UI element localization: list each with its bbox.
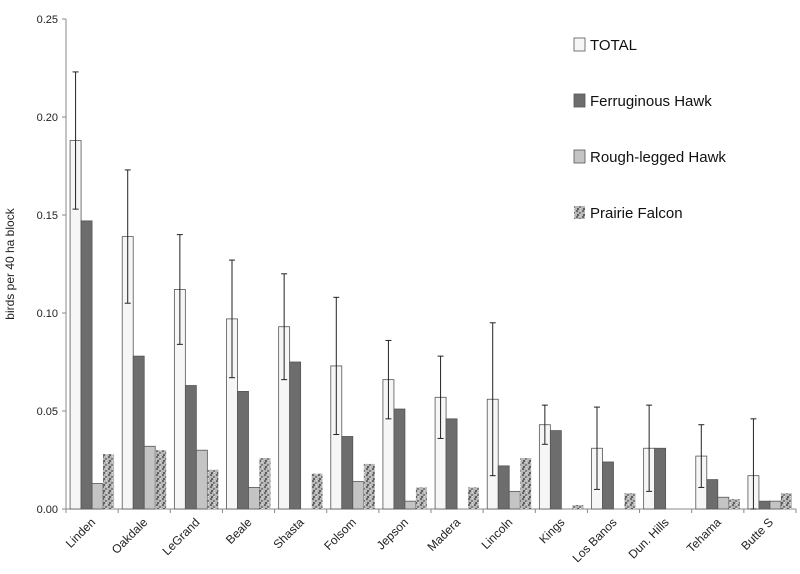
bar-ferruginous-hawk bbox=[393, 408, 406, 510]
error-bars bbox=[72, 71, 757, 510]
category-label: LeGrand bbox=[160, 515, 203, 558]
bar-ferruginous-hawk bbox=[497, 465, 510, 510]
legend-swatch bbox=[573, 93, 586, 108]
bar-rough-legged-hawk bbox=[195, 449, 208, 510]
bar-prairie-falcon bbox=[415, 487, 427, 509]
y-tick-label: 0.20 bbox=[37, 112, 58, 124]
y-axis-title: birds per 40 ha block bbox=[3, 207, 17, 319]
legend-label: Rough-legged Hawk bbox=[590, 149, 726, 166]
category-label: Beale bbox=[223, 515, 255, 547]
bar-prairie-falcon bbox=[207, 469, 219, 509]
bar-ferruginous-hawk bbox=[80, 220, 93, 510]
legend-swatch bbox=[574, 206, 585, 219]
category-label: Folsom bbox=[321, 515, 359, 553]
bar-prairie-falcon bbox=[468, 487, 480, 509]
legend-label: Prairie Falcon bbox=[590, 205, 683, 222]
y-tick-label: 0.15 bbox=[37, 210, 58, 222]
bar-prairie-falcon bbox=[311, 473, 323, 509]
bar-prairie-falcon bbox=[624, 493, 636, 509]
category-label: Lincoln bbox=[479, 515, 516, 552]
bar-ferruginous-hawk bbox=[758, 500, 771, 510]
category-label: Shasta bbox=[270, 515, 307, 552]
category-label: Tehama bbox=[684, 515, 724, 555]
bar-rough-legged-hawk bbox=[508, 490, 521, 510]
bar-ferruginous-hawk bbox=[602, 461, 614, 510]
bar-ferruginous-hawk bbox=[237, 390, 249, 510]
bar-rough-legged-hawk bbox=[143, 445, 156, 510]
category-label: Kings bbox=[536, 515, 567, 546]
bar-ferruginous-hawk bbox=[706, 479, 719, 510]
bar-ferruginous-hawk bbox=[184, 385, 197, 510]
y-tick-label: 0.25 bbox=[37, 14, 58, 26]
bar-prairie-falcon bbox=[103, 454, 115, 509]
legend-label: TOTAL bbox=[590, 37, 637, 54]
bar-prairie-falcon bbox=[155, 450, 167, 509]
bar-rough-legged-hawk bbox=[404, 500, 417, 510]
y-tick-label: 0.00 bbox=[37, 504, 58, 516]
bar-rough-legged-hawk bbox=[352, 481, 365, 510]
bar-prairie-falcon bbox=[363, 463, 375, 509]
legend-swatch bbox=[573, 149, 586, 164]
category-label: Los Banos bbox=[570, 515, 620, 565]
legend: TOTAL Ferruginous Hawk Rough-legged Hawk Pr… bbox=[573, 37, 726, 222]
legend-label: Ferruginous Hawk bbox=[590, 93, 712, 110]
bar-prairie-falcon bbox=[780, 493, 792, 509]
y-tick-label: 0.10 bbox=[37, 308, 58, 320]
category-label: Butte S bbox=[738, 515, 776, 553]
bar-prairie-falcon bbox=[520, 458, 532, 509]
bar-ferruginous-hawk bbox=[341, 436, 354, 510]
bar-ferruginous-hawk bbox=[549, 430, 562, 510]
bar-prairie-falcon bbox=[259, 458, 271, 509]
bar-prairie-falcon bbox=[728, 499, 740, 509]
category-label: Dun. Hills bbox=[626, 515, 672, 561]
bar-rough-legged-hawk bbox=[91, 483, 104, 510]
bar-ferruginous-hawk bbox=[132, 355, 145, 510]
bar-rough-legged-hawk bbox=[248, 487, 260, 510]
bar-prairie-falcon bbox=[572, 505, 584, 509]
category-label: Oakdale bbox=[109, 515, 151, 557]
bar-ferruginous-hawk bbox=[289, 361, 302, 510]
category-label: Jepson bbox=[374, 515, 411, 552]
bar-ferruginous-hawk bbox=[654, 447, 667, 510]
bar-rough-legged-hawk bbox=[769, 500, 782, 510]
category-label: Madera bbox=[425, 515, 464, 554]
bar-ferruginous-hawk bbox=[445, 418, 458, 510]
bar-rough-legged-hawk bbox=[717, 496, 730, 510]
y-tick-label: 0.05 bbox=[37, 406, 58, 418]
legend-swatch bbox=[573, 37, 586, 52]
bars bbox=[69, 140, 792, 510]
category-label: Linden bbox=[63, 515, 98, 550]
